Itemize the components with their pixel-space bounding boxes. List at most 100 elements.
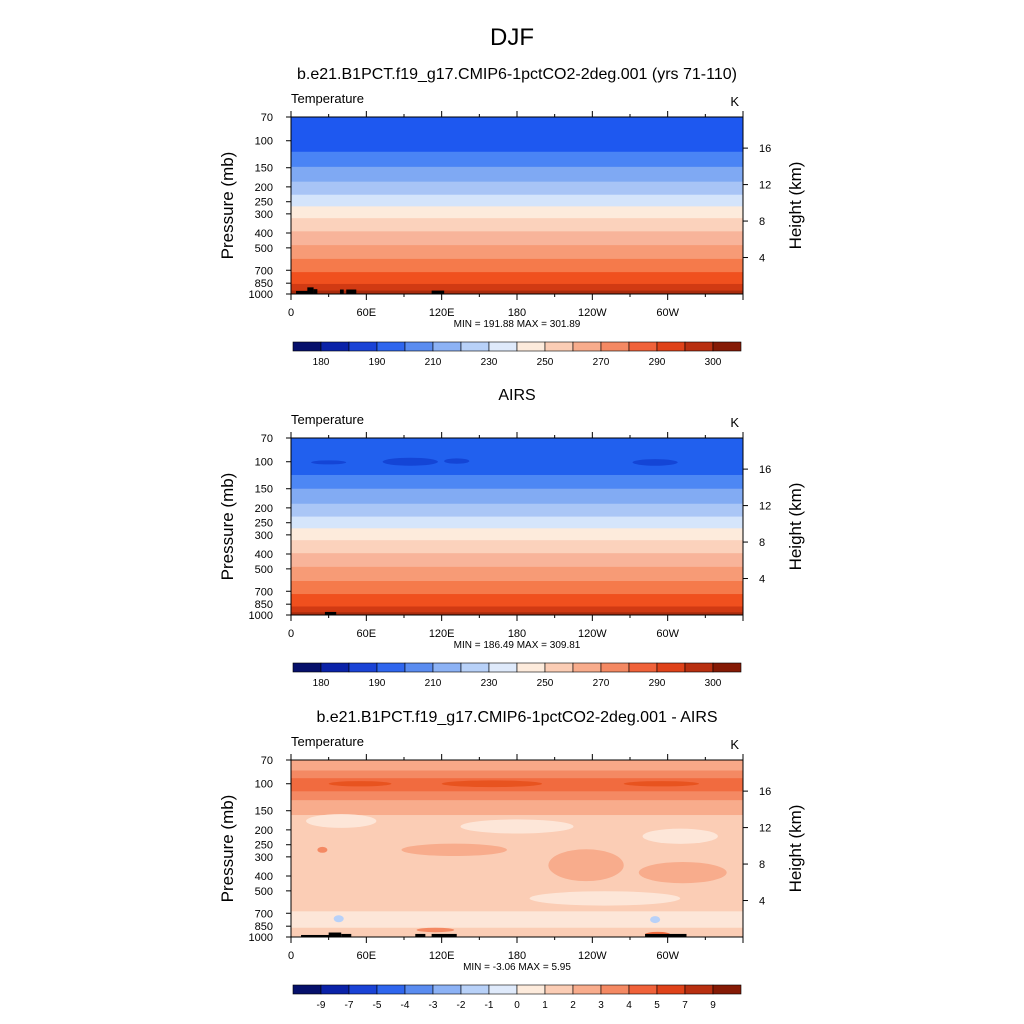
contour-band (291, 594, 743, 608)
contour-band (291, 528, 743, 541)
y-tick-label: 150 (255, 484, 273, 496)
x-tick-label: 0 (288, 628, 294, 640)
colorbar-swatch (348, 341, 378, 352)
colorbar-label: 5 (654, 1000, 660, 1011)
colorbar-swatch (712, 341, 742, 352)
colorbar-swatch (656, 341, 686, 352)
colorbar-swatch (684, 662, 714, 673)
contour-band (291, 580, 743, 595)
x-tick-label: 120W (578, 628, 607, 640)
y-tick-label: 700 (255, 586, 273, 598)
colorbar-swatch (320, 984, 350, 995)
x-tick-label: 60E (357, 628, 377, 640)
y-axis-title: Pressure (mb) (218, 473, 237, 581)
contour-band (291, 488, 743, 505)
contour-band (291, 566, 743, 582)
colorbar-swatch (404, 341, 434, 352)
colorbar-label: 230 (481, 357, 498, 368)
variable-label: Temperature (291, 91, 364, 106)
colorbar-label: 1 (542, 1000, 548, 1011)
y-tick-label: 500 (255, 886, 273, 898)
x-tick-label: 60W (656, 628, 679, 640)
x-tick-label: 120E (429, 628, 455, 640)
y-tick-label: 200 (255, 825, 273, 837)
height-tick-label: 8 (759, 216, 765, 228)
colorbar-swatch (348, 662, 378, 673)
colorbar-label: 250 (537, 357, 554, 368)
colorbar-swatch (712, 662, 742, 673)
colorbar: 180 190 210 230 250 270 290 300 (292, 341, 742, 368)
contour-band (291, 606, 743, 613)
contour-band (291, 503, 743, 518)
terrain-mask (346, 289, 357, 294)
plot-area (291, 760, 743, 937)
y-tick-label: 150 (255, 806, 273, 818)
contour-feature (317, 846, 328, 853)
contour-band (291, 911, 743, 929)
colorbar: 180 190 210 230 250 270 290 300 (292, 662, 742, 689)
height-tick-label: 4 (759, 896, 765, 908)
units-label: K (730, 415, 739, 430)
colorbar-swatch (292, 984, 322, 995)
colorbar-swatch (656, 662, 686, 673)
colorbar-swatch (544, 341, 574, 352)
contour-band (291, 770, 743, 779)
terrain-mask (328, 932, 342, 937)
colorbar-swatch (684, 984, 714, 995)
x-tick-label: 60W (656, 950, 679, 962)
colorbar-label: 190 (369, 357, 386, 368)
colorbar-swatch (320, 341, 350, 352)
terrain-mask (307, 287, 314, 294)
contour-band (291, 272, 743, 285)
colorbar-swatch (376, 662, 406, 673)
colorbar-swatch (488, 984, 518, 995)
height-tick-label: 4 (759, 253, 765, 265)
x-tick-label: 120W (578, 307, 607, 319)
contour-feature (548, 849, 624, 882)
contour-feature (632, 459, 678, 466)
x-tick-label: 120W (578, 950, 607, 962)
colorbar-swatch (572, 341, 602, 352)
colorbar-swatch (600, 984, 630, 995)
y-tick-label: 850 (255, 599, 273, 611)
x-tick-label: 0 (288, 307, 294, 319)
y-tick-label: 300 (255, 209, 273, 221)
terrain-mask (431, 933, 457, 937)
colorbar-swatch (544, 662, 574, 673)
y-tick-label: 850 (255, 921, 273, 933)
contour-band (291, 927, 743, 937)
contour-feature (623, 781, 700, 787)
colorbar-label: 4 (626, 1000, 632, 1011)
y-axis-title: Pressure (mb) (218, 152, 237, 260)
colorbar-label: 2 (570, 1000, 576, 1011)
colorbar-swatch (572, 984, 602, 995)
colorbar-swatch (460, 662, 490, 673)
contour-band (291, 438, 743, 476)
y-tick-label: 1000 (249, 932, 273, 944)
x-tick-label: 120E (429, 307, 455, 319)
colorbar-swatch (348, 984, 378, 995)
terrain-mask (313, 289, 318, 294)
contour-band (291, 218, 743, 232)
colorbar-label: 290 (649, 678, 666, 689)
contour-band (291, 612, 743, 615)
x-tick-label: 120E (429, 950, 455, 962)
contour-band (291, 760, 743, 772)
colorbar-label: -4 (401, 1000, 410, 1011)
y-tick-label: 250 (255, 840, 273, 852)
contour-band (291, 553, 743, 568)
colorbar-label: 270 (593, 678, 610, 689)
y-tick-label: 150 (255, 163, 273, 175)
colorbar-swatch (404, 662, 434, 673)
variable-label: Temperature (291, 412, 364, 427)
y-tick-label: 70 (261, 755, 273, 767)
y-tick-label: 250 (255, 518, 273, 530)
y-tick-label: 1000 (249, 610, 273, 622)
terrain-mask (324, 611, 337, 615)
height-tick-label: 16 (759, 786, 771, 798)
colorbar-swatch (628, 341, 658, 352)
colorbar-swatch (460, 341, 490, 352)
y-tick-label: 300 (255, 530, 273, 542)
height-tick-label: 4 (759, 574, 765, 586)
